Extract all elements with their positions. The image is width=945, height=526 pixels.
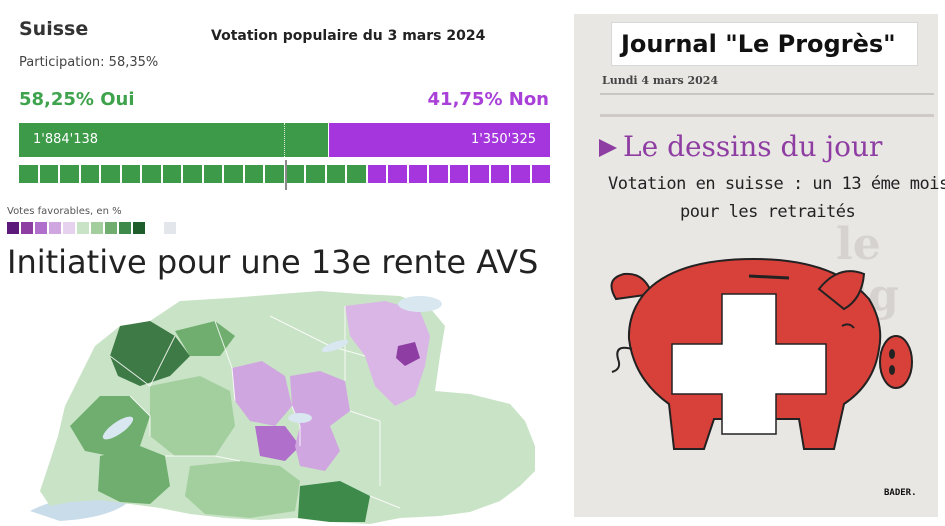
canton-geneva-vaud (110, 321, 190, 386)
newspaper-clipping: Journal "Le Progrès" Lundi 4 mars 2024 l… (574, 14, 945, 517)
header-rule (600, 93, 934, 95)
pig-eye (841, 323, 855, 329)
canton-result-strip (19, 165, 550, 183)
legend-swatch (21, 222, 33, 234)
lake-zurich (321, 339, 349, 353)
canton-yes-cell[interactable] (203, 165, 222, 183)
canton-yes-cell[interactable] (265, 165, 284, 183)
swiss-piggy-bank-illustration (610, 257, 913, 450)
pig-tail (611, 346, 633, 373)
no-bar-segment[interactable]: 1'350'325 (329, 123, 550, 157)
canton-nidwalden (255, 426, 300, 461)
coin-slot (748, 274, 790, 280)
legend-no-data-swatch (164, 222, 176, 234)
canton-yes-cell[interactable] (347, 165, 366, 183)
swiss-cross-icon (671, 293, 827, 435)
legend-title: Votes favorables, en % (7, 206, 122, 217)
canton-uri (295, 426, 340, 471)
canton-yes-cell[interactable] (285, 165, 304, 183)
canton-no-cell[interactable] (408, 165, 427, 183)
canton-yes-cell[interactable] (183, 165, 202, 183)
canton-bern (150, 376, 235, 456)
canton-jura (175, 321, 235, 356)
canton-lucerne (232, 361, 292, 426)
canton-no-cell[interactable] (511, 165, 530, 183)
section-title: Le dessins du jour (623, 130, 883, 163)
yes-percentage: 58,25% Oui (19, 89, 135, 110)
majority-marker (284, 123, 285, 157)
header-rule-thick (600, 114, 934, 117)
lake-constance (398, 296, 442, 312)
newspaper-date: Lundi 4 mars 2024 (602, 74, 719, 87)
canton-ticino (298, 481, 370, 522)
canton-no-cell[interactable] (388, 165, 407, 183)
legend-swatch (49, 222, 61, 234)
yes-bar-segment[interactable]: 1'884'138 (19, 123, 328, 157)
cartoon-caption-line1: Votation en suisse : un 13 éme mois (608, 174, 945, 194)
canton-yes-cell[interactable] (162, 165, 181, 183)
no-percentage: 41,75% Non (427, 89, 549, 110)
canton-yes-cell[interactable] (142, 165, 161, 183)
pig-snout (879, 335, 913, 389)
canton-yes-cell[interactable] (80, 165, 99, 183)
color-legend (7, 222, 145, 234)
journal-title-box: Journal "Le Progrès" (611, 22, 918, 66)
legend-swatch (35, 222, 47, 234)
canton-yes-cell[interactable] (121, 165, 140, 183)
legend-swatch (105, 222, 117, 234)
canton-no-cell[interactable] (429, 165, 448, 183)
canton-appenzell (396, 342, 420, 366)
legend-swatch (133, 222, 145, 234)
canton-yes-cell[interactable] (101, 165, 120, 183)
canton-no-cell[interactable] (531, 165, 550, 183)
pig-nostril-icon (889, 365, 895, 375)
lake-lucerne (288, 413, 312, 423)
vote-title: Votation populaire du 3 mars 2024 (211, 28, 486, 44)
canton-valais (185, 461, 300, 518)
canton-yes-cell[interactable] (326, 165, 345, 183)
legend-swatch (63, 222, 75, 234)
artist-signature: BADER. (884, 488, 917, 498)
legend-swatch (77, 222, 89, 234)
canton-no-cell[interactable] (470, 165, 489, 183)
canton-no-cell[interactable] (490, 165, 509, 183)
legend-swatch (91, 222, 103, 234)
no-votes-count: 1'350'325 (470, 132, 536, 147)
canton-yes-cell[interactable] (306, 165, 325, 183)
vote-results-panel: Suisse Votation populaire du 3 mars 2024… (7, 18, 550, 524)
switzerland-results-map (30, 291, 535, 524)
canton-graubunden (380, 411, 530, 511)
pig-left-ear (610, 272, 654, 301)
pig-right-ear (817, 270, 866, 311)
journal-title: Journal "Le Progrès" (621, 30, 896, 58)
canton-yes-cell[interactable] (244, 165, 263, 183)
initiative-title: Initiative pour une 13e rente AVS (7, 243, 539, 281)
canton-yes-cell[interactable] (39, 165, 58, 183)
canton-no-cell[interactable] (367, 165, 386, 183)
legend-swatch (119, 222, 131, 234)
yes-votes-count: 1'884'138 (33, 132, 99, 147)
canton-yes-cell[interactable] (224, 165, 243, 183)
participation-text: Participation: 58,35% (19, 55, 159, 70)
canton-majority-marker (285, 160, 287, 190)
canton-zug-schwyz (290, 371, 350, 426)
legend-swatch (7, 222, 19, 234)
result-bar: 1'884'138 1'350'325 (19, 123, 550, 157)
canton-zurich-thurgau (345, 301, 430, 406)
canton-yes-cell[interactable] (19, 165, 38, 183)
canton-borders (109, 306, 471, 509)
lake-neuchatel (102, 416, 134, 440)
canton-neuchatel (70, 396, 150, 456)
canton-no-cell[interactable] (449, 165, 468, 183)
canton-yes-cell[interactable] (60, 165, 79, 183)
section-arrow-icon (599, 139, 617, 157)
cartoon-caption-line2: pour les retraités (680, 202, 856, 222)
canton-fribourg (98, 446, 170, 504)
pig-nostril-icon (889, 349, 895, 359)
country-title: Suisse (19, 18, 89, 40)
